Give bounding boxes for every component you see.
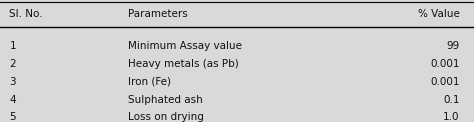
- Text: 99: 99: [447, 41, 460, 51]
- Text: 3: 3: [9, 77, 16, 87]
- Text: 1: 1: [9, 41, 16, 51]
- Text: 4: 4: [9, 95, 16, 105]
- Text: Iron (Fe): Iron (Fe): [128, 77, 171, 87]
- Text: Sl. No.: Sl. No.: [9, 9, 43, 19]
- Text: Minimum Assay value: Minimum Assay value: [128, 41, 242, 51]
- Text: 2: 2: [9, 59, 16, 69]
- Text: 1.0: 1.0: [443, 112, 460, 122]
- Text: Sulphated ash: Sulphated ash: [128, 95, 203, 105]
- Text: % Value: % Value: [418, 9, 460, 19]
- Text: 0.001: 0.001: [430, 59, 460, 69]
- Text: Parameters: Parameters: [128, 9, 188, 19]
- Text: 0.1: 0.1: [443, 95, 460, 105]
- Text: 5: 5: [9, 112, 16, 122]
- Text: Loss on drying: Loss on drying: [128, 112, 204, 122]
- Text: Heavy metals (as Pb): Heavy metals (as Pb): [128, 59, 239, 69]
- Text: 0.001: 0.001: [430, 77, 460, 87]
